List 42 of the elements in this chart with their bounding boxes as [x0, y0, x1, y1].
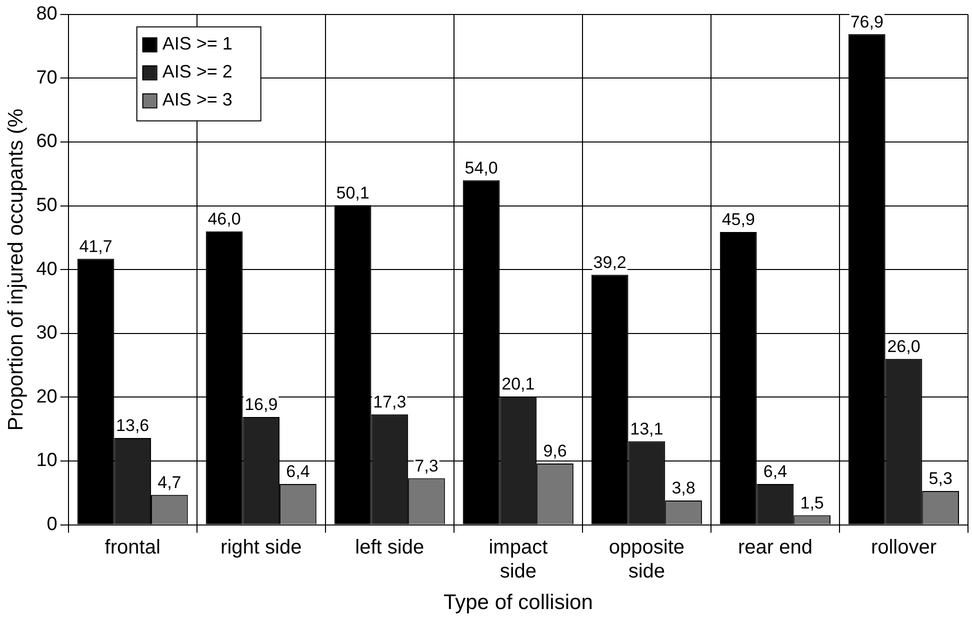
- data-label: 9,6: [543, 442, 567, 461]
- data-label: 26,0: [887, 337, 920, 356]
- data-label: 6,4: [286, 462, 310, 482]
- y-tick-label: 10: [36, 450, 58, 472]
- x-tick-label: frontal: [104, 536, 160, 558]
- y-tick-label: 60: [36, 131, 58, 152]
- x-tick-label: rollover: [870, 536, 937, 558]
- data-label: 54,0: [464, 158, 498, 178]
- legend-label: AIS >= 3: [162, 89, 232, 110]
- x-tick-label: rear end: [738, 536, 812, 558]
- data-label: 3,8: [672, 478, 696, 498]
- x-tick-label: opposite side: [608, 536, 685, 582]
- data-label: 50,1: [336, 183, 370, 202]
- data-label: 5,3: [928, 469, 952, 488]
- data-label: 41,7: [79, 236, 112, 256]
- x-axis-title: Type of collision: [443, 591, 593, 614]
- y-tick-label: 40: [36, 258, 58, 280]
- y-tick-label: 70: [36, 67, 58, 88]
- y-tick-label: 0: [46, 514, 58, 536]
- data-label: 6,4: [763, 462, 788, 482]
- data-label: 46,0: [208, 210, 241, 229]
- data-label: 7,3: [414, 456, 438, 476]
- data-label: 17,3: [373, 392, 406, 412]
- data-label: 16,9: [244, 395, 278, 414]
- y-tick-label: 30: [36, 322, 58, 344]
- x-tick-label: left side: [355, 536, 424, 558]
- y-tick-label: 80: [36, 4, 58, 25]
- data-label: 4,7: [158, 473, 182, 492]
- x-tick-label: right side: [220, 536, 302, 558]
- data-label: 39,2: [593, 252, 626, 272]
- y-axis-title: Proportion of injured occupants (%: [4, 108, 28, 431]
- x-tick-label: impact side: [488, 536, 548, 582]
- data-label: 13,1: [630, 419, 664, 438]
- data-label: 1,5: [800, 493, 824, 512]
- data-label: 13,6: [116, 416, 150, 436]
- y-tick-label: 20: [36, 386, 58, 408]
- data-label: 76,9: [850, 12, 884, 32]
- legend-label: AIS >= 2: [162, 61, 232, 82]
- legend-label: AIS >= 1: [162, 33, 232, 54]
- y-tick-label: 50: [36, 195, 58, 216]
- data-label: 45,9: [722, 210, 755, 230]
- data-label: 20,1: [502, 374, 535, 394]
